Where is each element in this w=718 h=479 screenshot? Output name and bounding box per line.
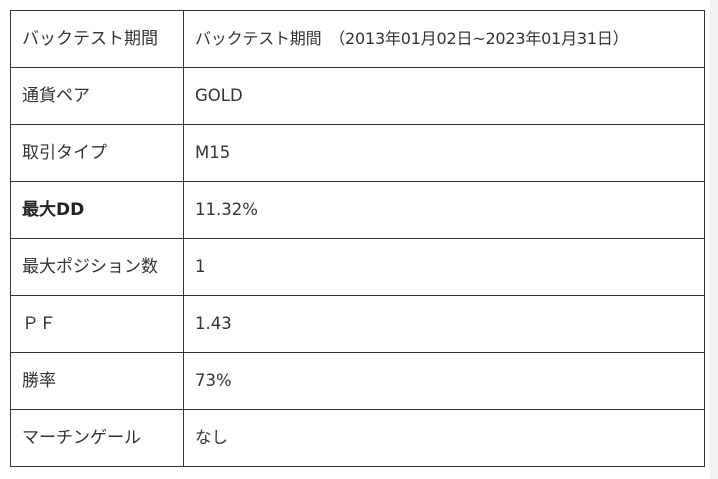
row-value-martingale: なし [183,409,705,467]
table-row-trade-type: 取引タイプ M15 [10,124,705,182]
right-edge-strip [710,0,718,479]
row-label-trade-type: 取引タイプ [10,124,184,182]
row-label-martingale: マーチンゲール [10,409,184,467]
table-row-max-positions: 最大ポジション数 1 [10,238,705,296]
row-value-profit-factor: 1.43 [183,295,705,353]
table-row-profit-factor: ＰＦ 1.43 [10,295,705,353]
row-label-backtest-period: バックテスト期間 [10,10,184,68]
row-label-max-positions: 最大ポジション数 [10,238,184,296]
table-row-currency-pair: 通貨ペア GOLD [10,67,705,125]
table-row-win-rate: 勝率 73% [10,352,705,410]
table-row-martingale: マーチンゲール なし [10,409,705,467]
backtest-spec-table: バックテスト期間 バックテスト期間 （2013年01月02日~2023年01月3… [10,10,705,467]
row-label-currency-pair: 通貨ペア [10,67,184,125]
row-label-win-rate: 勝率 [10,352,184,410]
row-value-trade-type: M15 [183,124,705,182]
table-row-backtest-period: バックテスト期間 バックテスト期間 （2013年01月02日~2023年01月3… [10,10,705,68]
row-value-backtest-period: バックテスト期間 （2013年01月02日~2023年01月31日） [183,10,705,68]
row-value-currency-pair: GOLD [183,67,705,125]
row-value-max-positions: 1 [183,238,705,296]
row-label-max-drawdown: 最大DD [10,181,184,239]
row-label-profit-factor: ＰＦ [10,295,184,353]
row-value-max-drawdown: 11.32% [183,181,705,239]
table-row-max-drawdown: 最大DD 11.32% [10,181,705,239]
row-value-win-rate: 73% [183,352,705,410]
